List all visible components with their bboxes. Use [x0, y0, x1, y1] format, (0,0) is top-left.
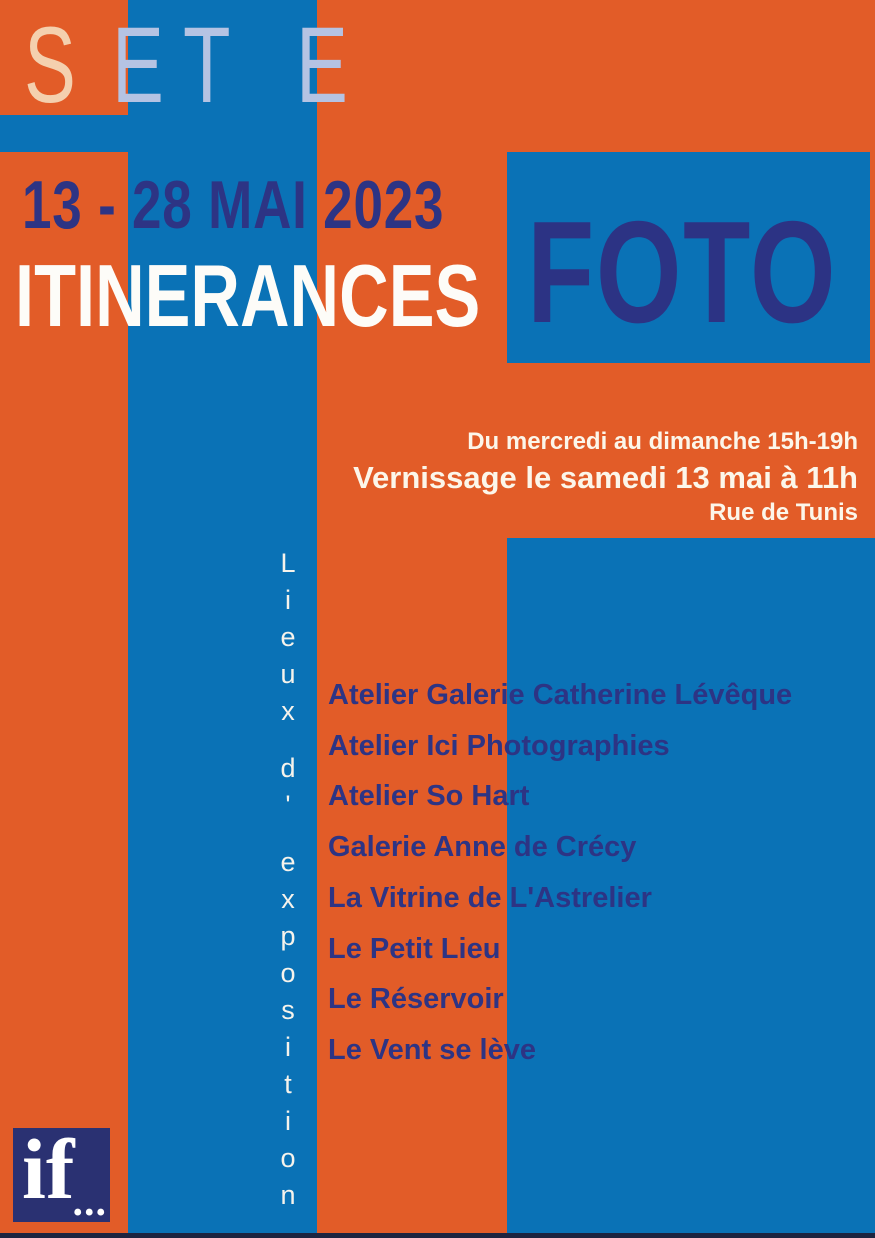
venue-item: Atelier So Hart — [328, 780, 530, 813]
vertical-letter-gap — [268, 824, 308, 844]
venue-item: Atelier Galerie Catherine Lévêque — [328, 679, 793, 711]
if-logo-dots: ... — [72, 1179, 107, 1225]
venue-item: Atelier Ici Photographies — [328, 729, 670, 762]
vertical-letter: o — [280, 958, 296, 988]
address-line: Rue de Tunis — [709, 499, 858, 526]
schedule-block: Du mercredi au dimanche 15h-19h Vernissa… — [353, 424, 858, 529]
date-range: 13 - 28 MAI 2023 — [22, 167, 445, 243]
vertical-letter: e — [280, 847, 296, 877]
vertical-letter: n — [280, 1180, 296, 1210]
city-letter-e2: E — [296, 4, 348, 125]
vertical-letter: i — [285, 1106, 291, 1136]
horizontal-blue-band — [0, 115, 128, 152]
vertical-letter: o — [280, 1143, 296, 1173]
vertical-letter: i — [285, 585, 291, 615]
vertical-letter: L — [280, 548, 296, 578]
city-letter-s: S — [24, 4, 76, 125]
venues-vertical-label: L i e u x d ' e x p o s i t i o n — [268, 545, 308, 1214]
vertical-letter-gap — [268, 730, 308, 750]
vertical-letter: s — [281, 995, 295, 1025]
vertical-letter: p — [280, 921, 296, 951]
vertical-letter: x — [281, 884, 295, 914]
poster-bottom-edge — [0, 1233, 875, 1238]
vertical-letter: x — [281, 696, 295, 726]
vertical-letter: e — [280, 622, 296, 652]
vertical-letter: d — [280, 753, 296, 783]
vertical-letter: u — [280, 659, 296, 689]
venue-item: Le Petit Lieu — [328, 932, 501, 965]
poster-title: ITINERANCES — [15, 246, 481, 345]
if-logo-text: if — [22, 1121, 75, 1217]
venue-item: Le Réservoir — [328, 983, 504, 1016]
vertical-letter: ' — [285, 790, 291, 820]
city-letter-e1: E — [112, 4, 164, 125]
vertical-letter: i — [285, 1032, 291, 1062]
venue-item: Galerie Anne de Crécy — [328, 831, 637, 864]
city-letter-t: T — [183, 4, 231, 125]
venue-list: Atelier Galerie Catherine Lévêque Atelie… — [328, 670, 792, 1076]
vertical-letter: t — [284, 1069, 292, 1099]
venue-item: Le Vent se lève — [328, 1033, 536, 1066]
if-logo: if ... — [13, 1121, 110, 1225]
poster-title-accent: FOTO — [527, 191, 838, 353]
opening-hours: Du mercredi au dimanche 15h-19h — [467, 428, 858, 455]
venue-item: La Vitrine de L'Astrelier — [328, 881, 652, 914]
bottom-right-blue-block — [507, 538, 875, 1238]
vertical-blue-stripe — [128, 0, 317, 1238]
vernissage-line: Vernissage le samedi 13 mai à 11h — [353, 460, 858, 495]
foto-blue-block: FOTO — [507, 152, 870, 363]
